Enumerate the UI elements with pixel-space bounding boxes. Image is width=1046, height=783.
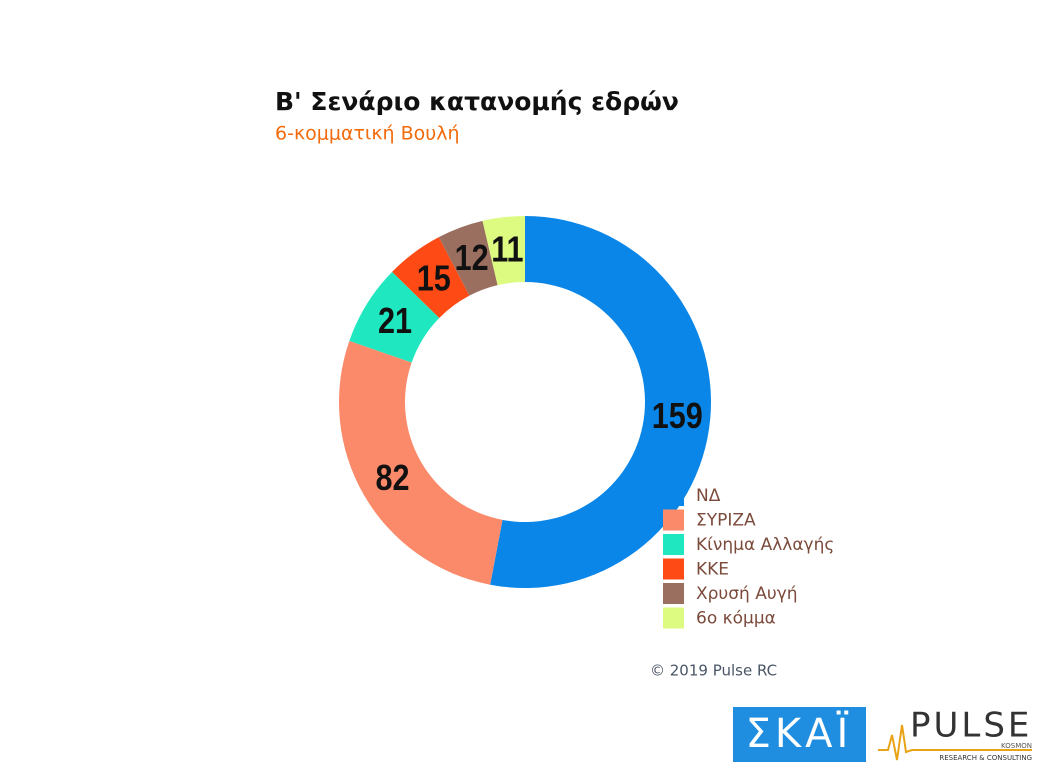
value-label: 21 <box>378 302 412 342</box>
legend-swatch <box>663 607 684 629</box>
donut-slice <box>349 271 440 363</box>
donut-slice <box>438 220 498 296</box>
skai-logo <box>733 707 866 762</box>
legend-swatch <box>663 558 684 580</box>
donut-slice <box>392 237 470 319</box>
pulse-logo-text: PULSE <box>910 706 1032 746</box>
legend-swatch <box>663 485 684 506</box>
legend-swatch <box>663 534 684 555</box>
value-label: 82 <box>375 459 409 499</box>
legend-label: ΝΔ <box>696 486 721 506</box>
value-label: 159 <box>652 397 703 437</box>
legend-label: Κίνημα Αλλαγής <box>696 535 834 555</box>
pulse-sub: RESEARCH & CONSULTING <box>939 754 1032 762</box>
copyright: © 2019 Pulse RC <box>650 662 777 680</box>
value-label: 11 <box>491 230 523 270</box>
chart-title: Β' Σενάριο κατανομής εδρών <box>275 87 679 116</box>
donut-slice <box>339 340 503 585</box>
legend-swatch <box>663 509 684 531</box>
legend-label: 6ο κόμμα <box>696 609 776 629</box>
pulse-tag: KOSMON <box>1001 742 1032 750</box>
pulse-wave <box>878 724 1032 761</box>
chart-subtitle: 6-κομματική Βουλή <box>275 123 460 145</box>
value-label: 12 <box>455 239 489 279</box>
legend-swatch <box>663 583 684 604</box>
legend-label: Χρυσή Αυγή <box>696 584 798 604</box>
skai-logo-text: ΣΚΑΪ <box>746 709 853 757</box>
donut-slice <box>482 216 525 286</box>
legend-label: ΚΚΕ <box>696 560 729 580</box>
donut-slice <box>490 216 711 589</box>
value-label: 15 <box>417 259 451 299</box>
legend-label: ΣΥΡΙΖΑ <box>696 511 756 531</box>
